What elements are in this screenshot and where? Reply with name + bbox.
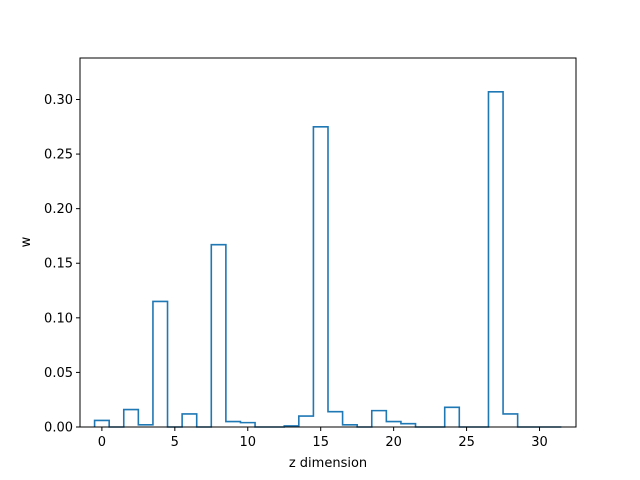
y-tick-label: 0.10 [44,311,73,326]
x-axis-ticks: 0 5 10 15 20 25 30 [98,427,548,450]
x-tick-label: 0 [98,435,106,450]
bar-2 [124,410,139,427]
y-tick-label: 0.00 [44,421,73,436]
bar-24 [445,407,460,427]
bar-27 [488,92,503,427]
y-axis-ticks: 0.00 0.05 0.10 0.15 0.20 0.25 0.30 [44,93,80,436]
y-tick-label: 0.15 [44,257,73,272]
y-tick-label: 0.30 [44,93,73,108]
y-tick-label: 0.25 [44,148,73,163]
bar-19 [372,411,387,427]
bar-6 [182,414,197,427]
plot-area [93,91,562,428]
x-tick-label: 25 [458,435,475,450]
bar-16 [328,412,343,427]
bar-15 [313,127,328,427]
y-tick-label: 0.20 [44,202,73,217]
bar-0 [95,420,110,427]
bar-20 [386,422,401,427]
x-tick-label: 30 [531,435,548,450]
y-tick-label: 0.05 [44,366,73,381]
bar-28 [503,414,518,427]
x-tick-label: 15 [312,435,329,450]
bar-8 [211,245,226,427]
bar-4 [153,301,168,427]
x-axis-label: z dimension [289,456,367,471]
x-tick-label: 5 [171,435,179,450]
x-tick-label: 20 [385,435,402,450]
plot-frame [79,57,577,428]
bar-9 [226,422,241,427]
y-axis-label: w [19,236,34,247]
bar-10 [240,423,255,427]
x-tick-label: 10 [239,435,256,450]
bar-14 [299,416,314,427]
